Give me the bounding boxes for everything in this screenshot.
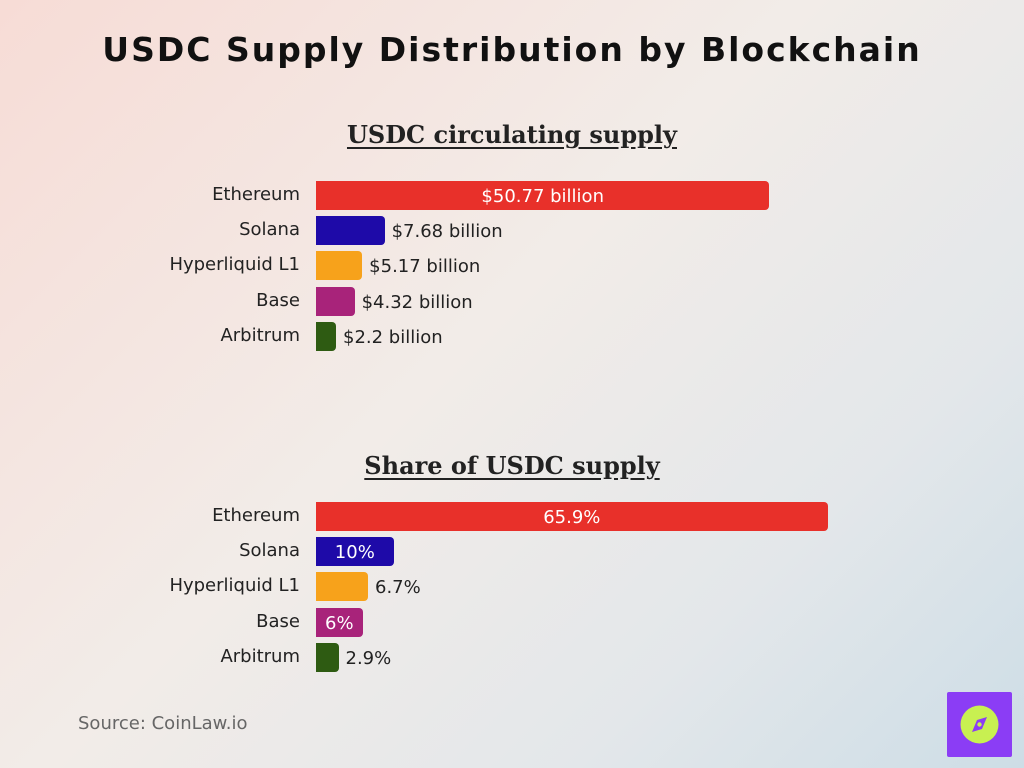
bar-row: Arbitrum 2.9% xyxy=(0,642,1024,673)
category-label: Hyperliquid L1 xyxy=(169,254,300,276)
category-label: Ethereum xyxy=(212,505,300,526)
compass-icon xyxy=(960,705,999,744)
category-label: Arbitrum xyxy=(220,324,300,346)
bar xyxy=(316,502,828,531)
data-label: 6.7% xyxy=(375,577,421,599)
bar-row: Hyperliquid L1 $5.17 billion xyxy=(0,251,1024,281)
bar xyxy=(316,537,394,567)
category-label: Base xyxy=(256,610,300,632)
brand-logo xyxy=(947,692,1012,757)
bar xyxy=(316,286,355,316)
data-label: 10% xyxy=(334,542,375,564)
chart-title: USDC circulating supply xyxy=(346,120,677,149)
bar xyxy=(316,251,363,281)
data-label: 6% xyxy=(325,612,354,634)
bar-row: Solana $7.68 billion xyxy=(0,216,1024,246)
bar-row: Ethereum 65.9% xyxy=(0,502,1024,532)
data-label: $50.77 billion xyxy=(481,186,604,207)
bar-row: Arbitrum $2.2 billion xyxy=(0,321,1024,352)
bar-row: Base $4.32 billion xyxy=(0,286,1024,317)
category-label: Solana xyxy=(239,540,300,562)
bar xyxy=(316,642,339,672)
data-label: $5.17 billion xyxy=(369,256,481,278)
data-label: 2.9% xyxy=(345,647,392,669)
bar-row: Solana 10% xyxy=(0,537,1024,567)
bar-row: Base 6% xyxy=(0,607,1024,638)
source-note: Source: CoinLaw.io xyxy=(78,713,248,734)
bar xyxy=(316,572,368,602)
bar xyxy=(316,607,363,637)
category-label: Solana xyxy=(239,219,300,241)
data-label: 65.9% xyxy=(543,507,601,528)
bar xyxy=(316,216,385,246)
data-label: $4.32 billion xyxy=(361,291,473,313)
bar-row: Hyperliquid L1 6.7% xyxy=(0,572,1024,602)
category-label: Hyperliquid L1 xyxy=(169,575,300,597)
category-label: Ethereum xyxy=(212,184,300,205)
page-title: USDC Supply Distribution by Blockchain xyxy=(102,30,922,69)
data-label: $7.68 billion xyxy=(391,221,503,243)
category-label: Arbitrum xyxy=(220,645,300,667)
bar xyxy=(316,181,770,210)
bar-row: Ethereum $50.77 billion xyxy=(0,181,1024,211)
data-label: $2.2 billion xyxy=(343,326,443,348)
category-label: Base xyxy=(256,289,300,311)
chart-title: Share of USDC supply xyxy=(364,451,660,480)
bar xyxy=(316,321,336,351)
